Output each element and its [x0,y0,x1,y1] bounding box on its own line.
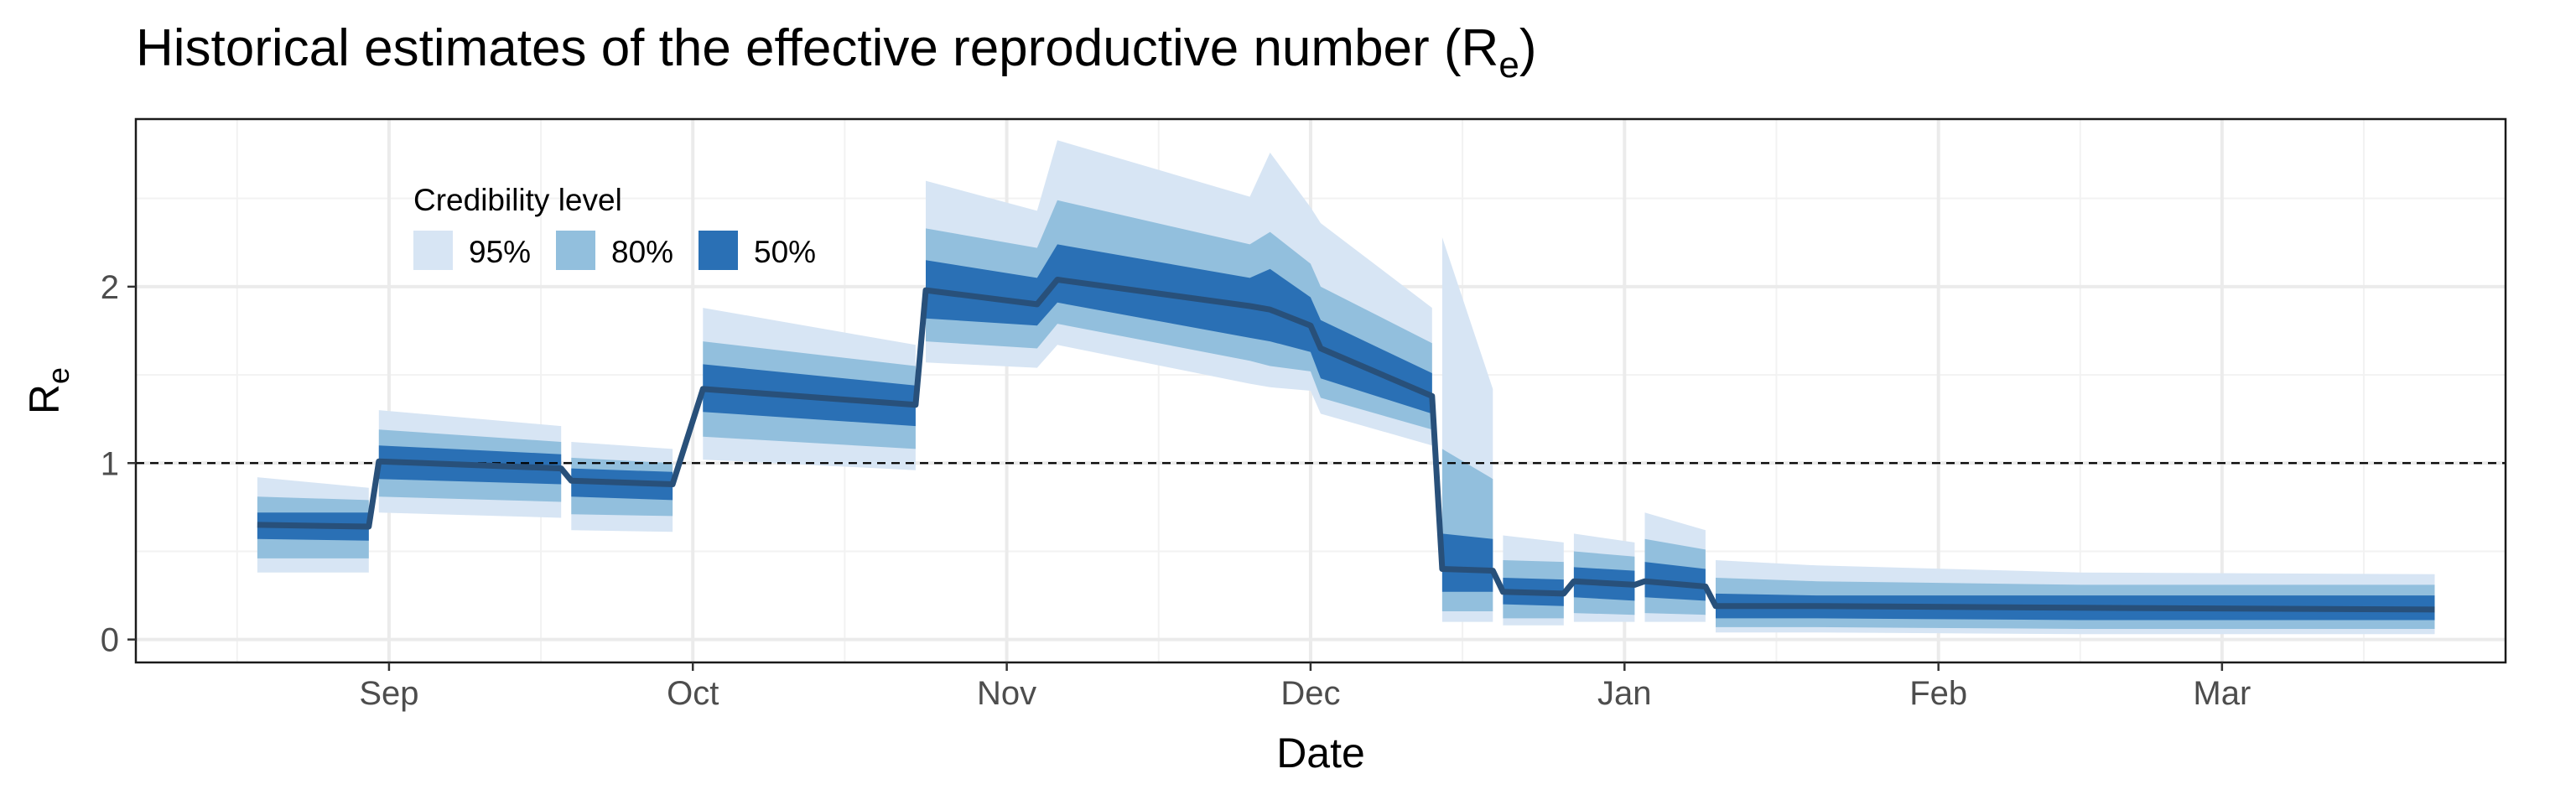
y-tick-label: 1 [101,445,119,482]
x-tick-label: Sep [359,675,418,712]
y-tick-label: 2 [101,269,119,306]
x-tick-label: Mar [2193,675,2251,712]
legend-label: 95% [469,235,531,269]
y-axis-title: Re [21,367,75,414]
legend-label: 50% [754,235,816,269]
legend: Credibility level 95% 80% 50% [413,183,816,270]
x-axis-title: Date [1276,730,1365,776]
x-axis: Sep Oct Nov Dec Jan Feb Mar [359,662,2251,712]
band-ci50-segment-6 [1441,533,1493,592]
x-tick-label: Jan [1597,675,1652,712]
legend-key-50pct [699,231,738,270]
legend-label: 80% [611,235,673,269]
median-line [257,277,2435,613]
x-tick-label: Oct [667,675,719,712]
x-tick-label: Dec [1280,675,1340,712]
chart-title: Historical estimates of the effective re… [136,19,1536,86]
y-axis: 0 1 2 [101,269,136,659]
x-tick-label: Feb [1909,675,1967,712]
legend-key-95pct [413,231,453,270]
x-tick-label: Nov [977,675,1036,712]
plot-border [134,117,2507,664]
median-lines [257,277,2435,613]
legend-title: Credibility level [413,183,622,217]
y-tick-label: 0 [101,622,119,659]
legend-key-80pct [556,231,595,270]
